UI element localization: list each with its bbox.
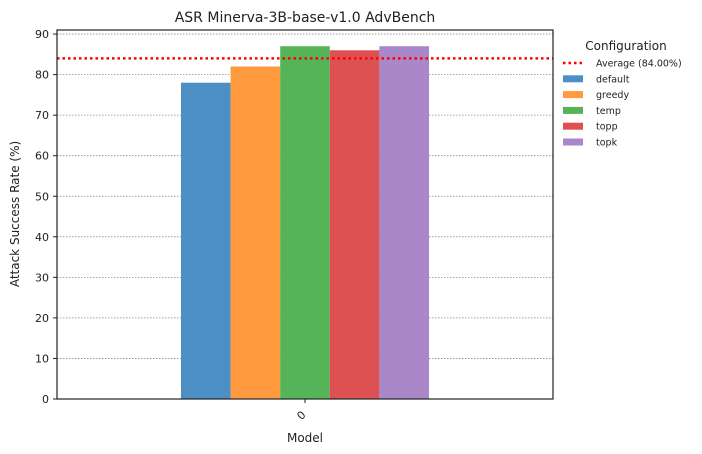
y-tick-label: 40 — [35, 231, 49, 244]
x-axis-ticks: 0 — [294, 399, 309, 423]
y-tick-label: 80 — [35, 69, 49, 82]
legend-swatch-temp — [563, 106, 583, 114]
legend-label-greedy: greedy — [596, 90, 629, 101]
bar-greedy — [230, 66, 281, 399]
legend-swatch-topp — [563, 122, 583, 130]
y-tick-label: 30 — [35, 271, 49, 284]
x-tick-label: 0 — [294, 408, 308, 422]
legend-items: Average (84.00%) default greedy temp topp top… — [563, 59, 682, 149]
y-tick-label: 90 — [35, 28, 49, 41]
legend-title: Configuration — [585, 39, 666, 53]
legend-label-temp: temp — [596, 106, 621, 117]
y-tick-label: 70 — [35, 109, 49, 122]
legend-swatch-greedy — [563, 91, 583, 99]
chart-title: ASR Minerva-3B-base-v1.0 AdvBench — [175, 10, 436, 26]
y-tick-label: 50 — [35, 190, 49, 203]
x-axis-title: Model — [287, 431, 323, 445]
y-tick-label: 20 — [35, 312, 49, 325]
y-tick-label: 60 — [35, 150, 49, 163]
bar-topp — [329, 50, 380, 400]
y-tick-label: 10 — [35, 352, 49, 365]
bar-default — [181, 82, 231, 399]
y-axis-ticks: 0 10 20 30 40 50 60 70 80 90 — [35, 28, 57, 406]
y-axis-title: Attack Success Rate (%) — [8, 141, 22, 287]
bar-topk — [379, 46, 429, 399]
legend-label-topp: topp — [596, 122, 618, 133]
bars — [181, 46, 429, 400]
y-tick-label: 0 — [42, 393, 49, 406]
legend-label-topk: topk — [596, 138, 618, 149]
legend: Configuration Average (84.00%) default gre… — [563, 39, 682, 149]
legend-label-default: default — [596, 74, 630, 85]
legend-average-label: Average (84.00%) — [596, 59, 682, 70]
legend-swatch-default — [563, 75, 583, 83]
legend-swatch-topk — [563, 138, 583, 146]
bar-temp — [280, 46, 330, 399]
